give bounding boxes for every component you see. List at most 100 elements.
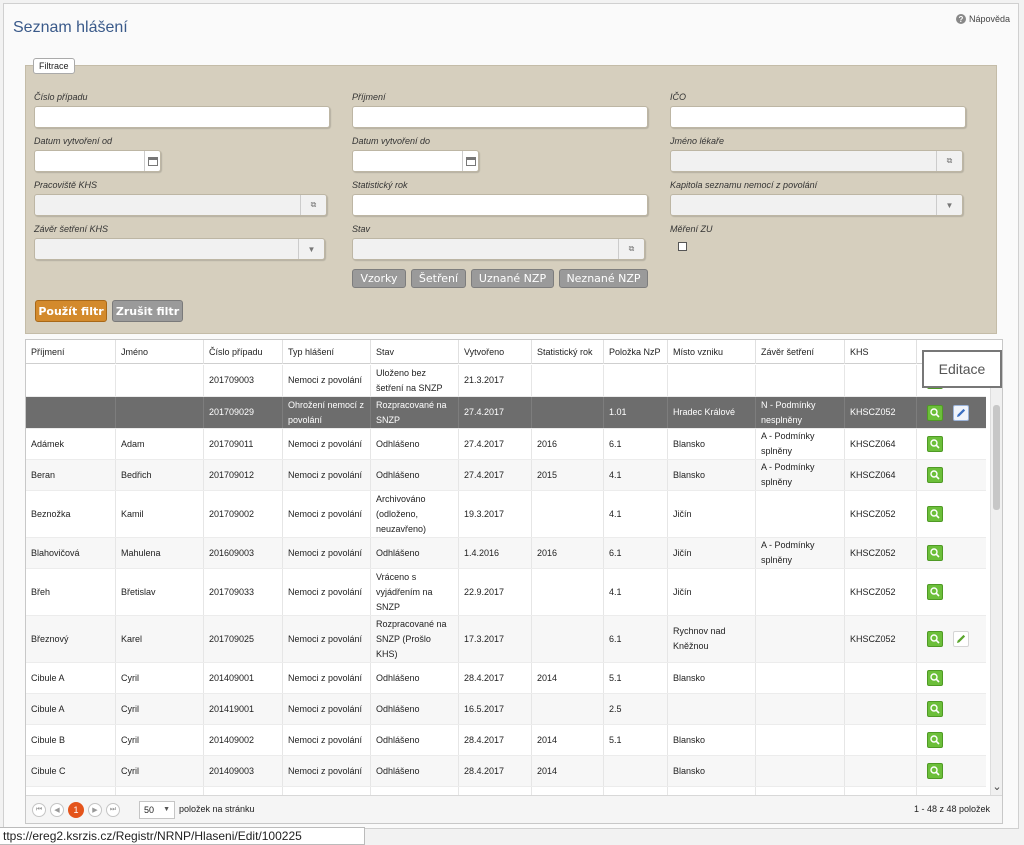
cell-polozka-nzp: 2.5	[603, 694, 667, 724]
column-header-statisticky-rok[interactable]: Statistický rok	[531, 340, 603, 364]
cell-khs: KHSCZ052	[844, 569, 916, 615]
zaver-select[interactable]: ▼	[34, 238, 325, 260]
datum-od-input[interactable]	[34, 150, 161, 172]
stav-lookup[interactable]: ⧉	[352, 238, 645, 260]
view-icon[interactable]	[927, 701, 943, 717]
next-page-icon[interactable]: ▶	[88, 803, 102, 817]
prev-page-icon[interactable]: ◀	[50, 803, 64, 817]
cell-jmeno: Cyril	[115, 756, 203, 786]
table-row[interactable]: Nemoci z	[26, 787, 986, 795]
table-row[interactable]: Adámek Adam 201709011 Nemoci z povolání Odhl…	[26, 429, 986, 460]
cell-khs	[844, 725, 916, 755]
cell-actions	[916, 756, 986, 786]
label-jmeno-lekare: Jméno lékaře	[670, 136, 725, 146]
view-icon[interactable]	[927, 670, 943, 686]
column-header-misto-vzniku[interactable]: Místo vzniku	[667, 340, 755, 364]
prijmeni-input[interactable]	[352, 106, 648, 128]
cell-khs	[844, 756, 916, 786]
grid-header: Příjmení Jméno Číslo případu Typ hlášení Sta…	[26, 340, 986, 364]
column-header-polozka-nzp[interactable]: Položka NzP	[603, 340, 667, 364]
edit-icon[interactable]	[953, 404, 969, 421]
table-row[interactable]: 201709003 Nemoci z povolání Uloženo bez še…	[26, 365, 986, 397]
view-icon[interactable]	[927, 732, 943, 748]
view-icon[interactable]	[927, 545, 943, 561]
view-icon[interactable]	[927, 467, 943, 483]
column-header-vytvoreno[interactable]: Vytvořeno	[458, 340, 531, 364]
cell-zaver-setreni	[755, 787, 844, 795]
table-row[interactable]: Beran Bedřich 201709012 Nemoci z povolání Od…	[26, 460, 986, 491]
lookup-icon[interactable]: ⧉	[618, 239, 644, 259]
table-row[interactable]: Cibule C Cyril 201409003 Nemoci z povolání O…	[26, 756, 986, 787]
cell-actions	[916, 538, 986, 568]
view-icon[interactable]	[927, 631, 943, 647]
lookup-icon[interactable]: ⧉	[936, 151, 962, 171]
lookup-icon[interactable]: ⧉	[300, 195, 326, 215]
first-page-icon[interactable]: ⏮	[32, 803, 46, 817]
cell-prijmeni: Březnový	[31, 633, 69, 644]
page-size-select[interactable]: 50 ▼	[139, 801, 175, 819]
table-row[interactable]: Cibule A Cyril 201409001 Nemoci z povolání O…	[26, 663, 986, 694]
apply-filter-button[interactable]: Použít filtr	[35, 300, 107, 322]
cislo-pripadu-input[interactable]	[34, 106, 330, 128]
cell-vytvoreno: 19.3.2017	[458, 491, 531, 537]
table-row[interactable]: Blahovičová Mahulena 201609003 Nemoci z pov…	[26, 538, 986, 569]
filter-legend[interactable]: Filtrace	[33, 58, 75, 74]
last-page-icon[interactable]: ⏭	[106, 803, 120, 817]
uznane-nzp-button[interactable]: Uznané NZP	[471, 269, 554, 288]
chevron-down-icon[interactable]: ▼	[298, 239, 324, 259]
column-header-stav[interactable]: Stav	[370, 340, 458, 364]
statisticky-rok-input[interactable]	[352, 194, 648, 216]
help-link[interactable]: ? Nápověda	[955, 14, 1010, 24]
cell-typ-hlaseni: Nemoci z povolání	[282, 725, 370, 755]
view-icon[interactable]	[927, 763, 943, 779]
view-icon[interactable]	[927, 404, 943, 421]
calendar-icon[interactable]	[144, 151, 160, 171]
chevron-down-icon[interactable]: ▼	[936, 195, 962, 215]
cell-stav: Odhlášeno	[370, 429, 458, 459]
table-row[interactable]: Břeh Břetislav 201709033 Nemoci z povolání V…	[26, 569, 986, 616]
column-header-zaver-setreni[interactable]: Závěr šetření	[755, 340, 844, 364]
datum-do-input[interactable]	[352, 150, 479, 172]
table-row[interactable]: Beznožka Kamil 201709002 Nemoci z povolání A…	[26, 491, 986, 538]
cell-stav: Odhlášeno	[370, 756, 458, 786]
page-size-value: 50	[144, 805, 155, 815]
column-header-actions[interactable]	[916, 340, 986, 364]
cancel-filter-button[interactable]: Zrušit filtr	[112, 300, 183, 322]
grid-body: 201709003 Nemoci z povolání Uloženo bez še…	[26, 365, 986, 795]
cell-actions	[916, 663, 986, 693]
vzorky-button[interactable]: Vzorky	[352, 269, 406, 288]
cell-statisticky-rok	[531, 491, 603, 537]
scroll-down-icon[interactable]: ⌄	[992, 781, 1002, 793]
grid-scrollbar[interactable]: ⌄	[990, 365, 1002, 795]
cell-zaver-setreni	[755, 491, 844, 537]
neznane-nzp-button[interactable]: Neznané NZP	[559, 269, 648, 288]
view-icon[interactable]	[927, 436, 943, 452]
current-page[interactable]: 1	[68, 802, 84, 818]
jmeno-lekare-lookup[interactable]: ⧉	[670, 150, 963, 172]
table-row[interactable]: 201709029 Ohrožení nemocí z povolání Rozpr…	[26, 397, 986, 429]
cell-prijmeni	[26, 397, 115, 428]
calendar-icon[interactable]	[462, 151, 478, 171]
cell-polozka-nzp: 4.1	[603, 569, 667, 615]
column-header-jmeno[interactable]: Jméno	[115, 340, 203, 364]
pracoviste-khs-lookup[interactable]: ⧉	[34, 194, 327, 216]
table-row[interactable]: Cibule B Cyril 201409002 Nemoci z povolání O…	[26, 725, 986, 756]
scroll-thumb[interactable]	[993, 405, 1000, 510]
view-icon[interactable]	[927, 506, 943, 522]
cell-stav: Odhlášeno	[370, 460, 458, 490]
column-header-cislo-pripadu[interactable]: Číslo případu	[203, 340, 282, 364]
table-row[interactable]: Březnový Karel 201709025 Nemoci z povolání R…	[26, 616, 986, 663]
ico-input[interactable]	[670, 106, 966, 128]
column-header-typ-hlaseni[interactable]: Typ hlášení	[282, 340, 370, 364]
mereni-zu-checkbox[interactable]	[678, 242, 687, 251]
table-row[interactable]: Cibule A Cyril 201419001 Nemoci z povolání O…	[26, 694, 986, 725]
cell-khs: KHSCZ052	[844, 491, 916, 537]
cell-stav: Archivováno (odloženo, neuzavřeno)	[370, 491, 458, 537]
setreni-button[interactable]: Šetření	[411, 269, 466, 288]
edit-icon[interactable]	[953, 631, 969, 647]
view-icon[interactable]	[927, 584, 943, 600]
column-header-prijmeni[interactable]: Příjmení	[31, 347, 65, 357]
cell-prijmeni: Beran	[31, 469, 56, 480]
kapitola-select[interactable]: ▼	[670, 194, 963, 216]
column-header-khs[interactable]: KHS	[844, 340, 916, 364]
